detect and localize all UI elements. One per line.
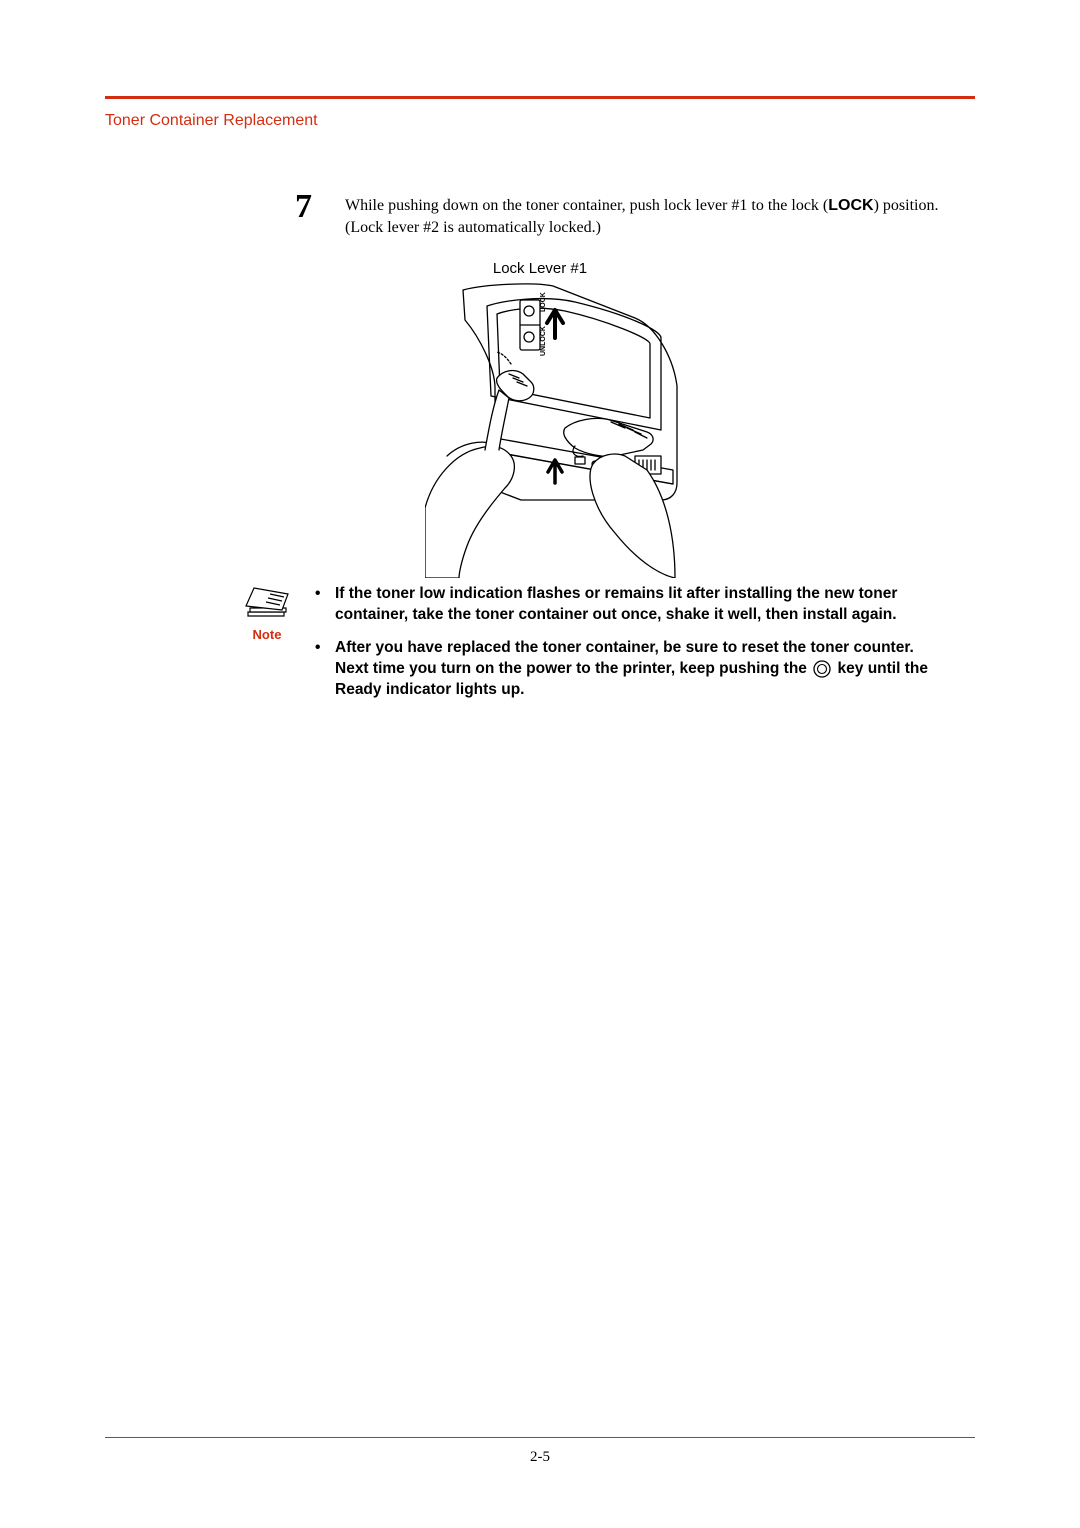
step-text-bold: LOCK (828, 197, 873, 214)
header-rule (105, 96, 975, 99)
note-label: Note (240, 627, 294, 642)
printer-illustration: LOCK UNLOCK (425, 278, 690, 578)
section-title: Toner Container Replacement (105, 112, 318, 130)
note-block-icon: Note (240, 584, 294, 642)
note-list: If the toner low indication flashes or r… (315, 584, 940, 713)
cancel-key-icon (813, 660, 831, 678)
step-instruction-text: While pushing down on the toner containe… (345, 195, 940, 240)
note-item-1: If the toner low indication flashes or r… (315, 584, 940, 626)
svg-text:UNLOCK: UNLOCK (540, 326, 547, 356)
svg-text:LOCK: LOCK (540, 292, 547, 312)
note-item-1-text: If the toner low indication flashes or r… (335, 585, 897, 623)
step-number: 7 (295, 188, 312, 226)
note-icon (244, 584, 290, 620)
page-number: 2-5 (0, 1449, 1080, 1466)
step-text-before: While pushing down on the toner containe… (345, 197, 828, 214)
footer-rule (105, 1437, 975, 1439)
figure-label: Lock Lever #1 (0, 260, 1080, 277)
note-item-2: After you have replaced the toner contai… (315, 638, 940, 701)
